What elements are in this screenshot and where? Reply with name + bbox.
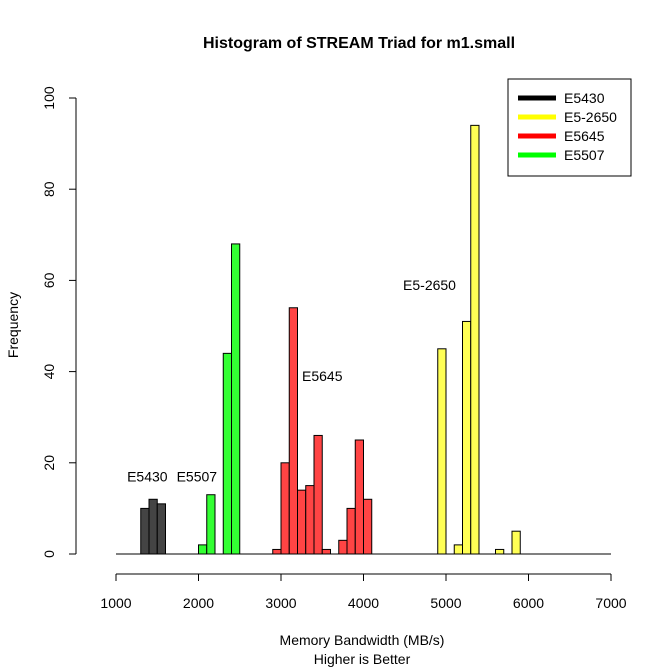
histogram-bar	[437, 348, 447, 555]
histogram-bar	[222, 352, 232, 555]
legend-label: E5507	[564, 147, 605, 163]
legend-box	[507, 78, 632, 177]
histogram-bar	[156, 503, 166, 555]
x-axis-sublabel: Higher is Better	[314, 651, 411, 667]
x-axis-label: Memory Bandwidth (MB/s)	[280, 632, 445, 648]
histogram-bar	[198, 544, 208, 555]
x-tick-label: 5000	[430, 595, 461, 611]
x-tick-label: 7000	[595, 595, 626, 611]
histogram-bar	[280, 462, 290, 555]
histogram-bar	[321, 548, 331, 555]
histogram-bar	[272, 548, 282, 555]
bar-annotation: E5507	[177, 468, 218, 484]
x-tick-label: 6000	[513, 595, 544, 611]
x-tick-label: 4000	[348, 595, 379, 611]
histogram-bar	[470, 124, 480, 555]
y-tick-label: 80	[41, 181, 57, 197]
histogram-bar	[453, 544, 463, 555]
x-axis: 1000 2000 3000 4000 5000 6000 7000	[100, 573, 627, 611]
histogram-bar	[206, 494, 216, 555]
histogram-bar	[288, 307, 298, 555]
y-tick-label: 60	[41, 272, 57, 288]
histogram-bar	[313, 434, 323, 555]
bar-annotation: E5645	[302, 368, 343, 384]
y-axis: 0 20 40 60 80 100	[41, 86, 77, 558]
chart-title: Histogram of STREAM Triad for m1.small	[203, 35, 515, 52]
histogram-bar	[363, 498, 373, 555]
histogram-bar	[231, 243, 241, 555]
legend-label: E5-2650	[564, 109, 617, 125]
y-axis-label: Frequency	[5, 292, 21, 358]
histogram-bar	[495, 548, 505, 555]
histogram-bar	[305, 485, 315, 555]
x-tick-label: 1000	[100, 595, 131, 611]
legend: E5430 E5-2650 E5645 E5507	[507, 78, 632, 177]
bar-annotation: E5430	[127, 468, 168, 484]
histogram-bar	[346, 507, 356, 555]
y-tick-label: 0	[41, 550, 57, 558]
legend-label: E5430	[564, 90, 605, 106]
histogram-bar	[297, 489, 307, 555]
histogram-bar	[511, 530, 521, 555]
histogram-bars	[116, 124, 611, 555]
bar-annotations: E5430 E5-2650 E5645 E5507	[127, 277, 456, 485]
y-tick-label: 20	[41, 455, 57, 471]
histogram-bar	[148, 498, 158, 555]
histogram-bar	[140, 507, 150, 555]
x-tick-label: 2000	[183, 595, 214, 611]
y-tick-label: 40	[41, 364, 57, 380]
bar-annotation: E5-2650	[403, 277, 456, 293]
histogram-bar	[338, 539, 348, 555]
x-tick-label: 3000	[265, 595, 296, 611]
y-tick-label: 100	[41, 86, 57, 110]
legend-label: E5645	[564, 128, 605, 144]
histogram-bar	[462, 320, 472, 555]
histogram-bar	[354, 439, 364, 555]
